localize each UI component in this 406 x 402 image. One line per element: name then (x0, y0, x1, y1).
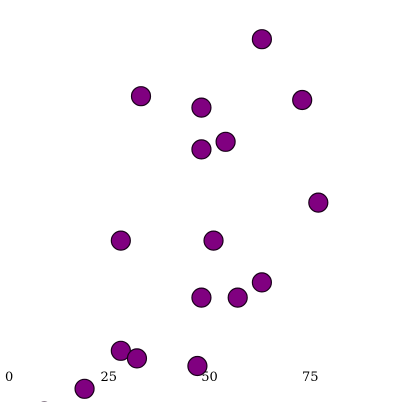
x-axis-tick-labels: 0 25 50 75 (5, 370, 319, 385)
data-point (187, 355, 208, 377)
data-point (191, 139, 212, 160)
scatter-points (41, 29, 329, 402)
x-tick-label: 25 (100, 370, 117, 385)
data-point (292, 89, 313, 111)
data-point (110, 230, 131, 251)
x-tick-label: 0 (5, 370, 13, 385)
data-point (251, 272, 272, 293)
data-point (74, 378, 95, 399)
x-tick-label: 50 (201, 370, 218, 385)
data-point (227, 287, 248, 308)
data-point (251, 29, 272, 50)
data-point (308, 192, 329, 213)
data-point (203, 230, 224, 251)
data-point (126, 348, 148, 369)
data-point (191, 287, 212, 308)
x-tick-label: 75 (302, 370, 319, 385)
data-point (215, 131, 236, 152)
data-point (191, 97, 212, 118)
data-point (130, 86, 152, 107)
